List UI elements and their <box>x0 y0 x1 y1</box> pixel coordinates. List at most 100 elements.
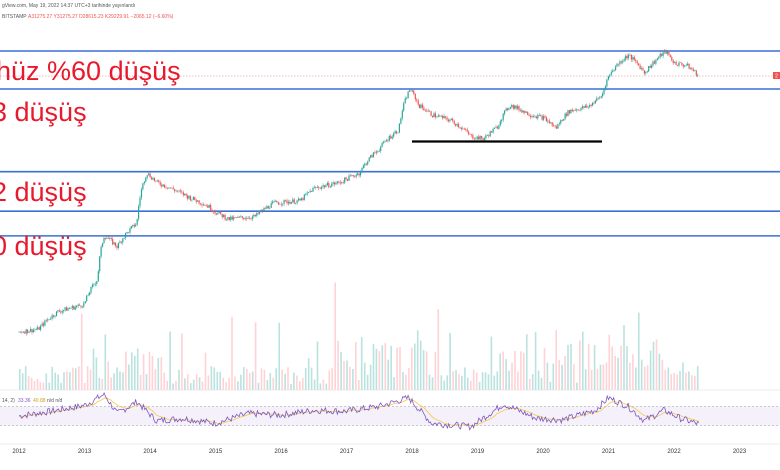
candle-body <box>651 65 653 68</box>
volume-bar <box>78 366 80 390</box>
volume-bar <box>222 377 224 390</box>
candle-body <box>142 183 144 190</box>
volume-bar <box>251 371 254 390</box>
candle-body <box>94 283 96 285</box>
candle-body <box>71 306 73 309</box>
candle-body <box>384 141 386 143</box>
volume-bar <box>104 334 107 390</box>
volume-bar <box>688 371 690 390</box>
volume-bar <box>694 375 696 390</box>
volume-bar <box>355 342 357 390</box>
candle-body <box>610 71 612 75</box>
volume-bar <box>425 351 428 390</box>
candle-body <box>224 214 226 220</box>
candle-body <box>61 311 63 313</box>
candle-body <box>230 216 232 220</box>
candle-body <box>587 106 589 108</box>
candle-body <box>423 107 425 111</box>
volume-bar <box>375 348 378 390</box>
candle-body <box>615 66 617 70</box>
volume-bar <box>363 362 366 390</box>
volume-bar <box>579 340 581 390</box>
candle-body <box>130 226 132 229</box>
candle-body <box>687 63 689 66</box>
candle-body <box>70 308 72 309</box>
candle-body <box>560 119 562 124</box>
candle-body <box>599 97 601 99</box>
candle-body <box>287 201 290 204</box>
volume-bar <box>92 348 95 390</box>
candle-body <box>406 98 408 99</box>
volume-bar <box>587 344 590 390</box>
candle-body <box>433 113 435 118</box>
header-ohlc: A31275.27 Y31275.27 D28615.23 K29229.91 … <box>28 14 174 20</box>
volume-bar <box>508 370 510 390</box>
candle-body <box>580 108 582 111</box>
candle-body <box>404 98 406 104</box>
candle-body <box>215 213 217 215</box>
volume-bar <box>307 358 310 390</box>
candle-body <box>348 175 350 181</box>
volume-bar <box>605 362 608 390</box>
volume-bar <box>195 374 198 390</box>
candle-body <box>514 105 516 109</box>
candle-body <box>182 192 184 195</box>
candle-body <box>383 141 385 143</box>
candle-body <box>378 150 380 152</box>
volume-bar <box>602 364 605 390</box>
candle-body <box>364 163 366 166</box>
candle-body <box>372 152 375 158</box>
volume-bar <box>322 379 325 390</box>
candle-body <box>107 238 109 239</box>
annotation-2: 3 düşüş <box>0 97 87 127</box>
candle-body <box>695 70 697 76</box>
volume-bar <box>36 379 39 390</box>
volume-bar <box>640 359 643 390</box>
volume-bar <box>216 371 219 390</box>
volume-bar <box>537 370 540 390</box>
candle-body <box>583 106 585 108</box>
candle-body <box>570 109 572 114</box>
header-publish-line: gView.com, May 19, 2022 14:37 UTC+3 tari… <box>2 3 135 9</box>
candle-body <box>620 61 622 63</box>
candle-body <box>685 65 687 66</box>
candle-body <box>153 178 156 181</box>
candle-body <box>97 271 99 282</box>
candle-body <box>104 237 107 239</box>
volume-bar <box>676 374 678 390</box>
volume-bar <box>620 345 622 390</box>
volume-bar <box>281 369 283 390</box>
candle-body <box>551 122 553 126</box>
candle-body <box>420 104 422 108</box>
candle-body <box>521 110 523 113</box>
candle-body <box>336 181 339 184</box>
candle-body <box>112 239 114 245</box>
volume-bar <box>629 362 631 390</box>
candle-body <box>29 328 32 332</box>
candle-body <box>86 295 88 302</box>
horizontal-levels <box>0 50 780 237</box>
volume-bar <box>201 381 204 390</box>
x-tick-label: 2014 <box>143 449 157 455</box>
candle-body <box>127 232 130 233</box>
candle-body <box>80 305 82 307</box>
candle-body <box>93 284 95 285</box>
candle-body <box>481 136 483 139</box>
candle-body <box>567 110 569 116</box>
volume-bar <box>48 382 51 390</box>
candle-body <box>586 105 588 108</box>
candle-body <box>77 304 79 306</box>
volume-bar <box>299 381 301 390</box>
candle-body <box>678 62 680 66</box>
candle-body <box>55 311 58 316</box>
volume-bar <box>649 350 652 390</box>
candle-body <box>681 62 683 65</box>
volume-bar <box>260 368 263 390</box>
candle-body <box>19 331 21 333</box>
candle-body <box>126 232 128 234</box>
candle-body <box>322 185 324 187</box>
candle-body <box>554 125 556 127</box>
volume-bar <box>593 345 596 390</box>
candle-body <box>566 113 568 116</box>
